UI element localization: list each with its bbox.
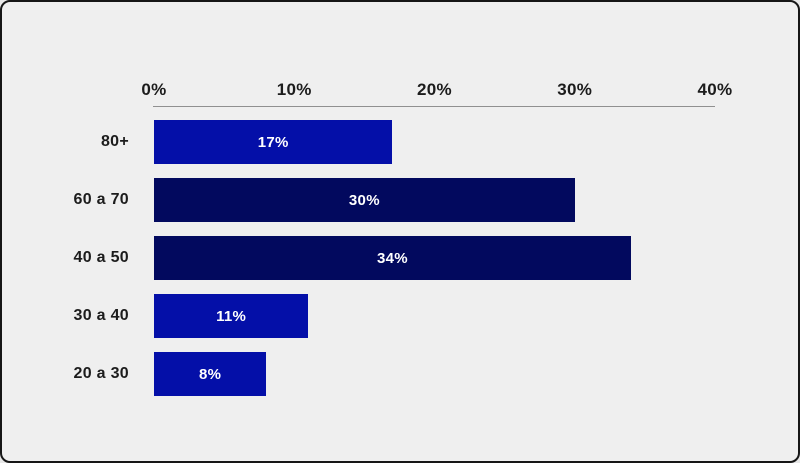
chart-row: 40 a 50 34% (2, 236, 798, 280)
chart-row: 80+ 17% (2, 120, 798, 164)
bar-rows: 80+ 17% 60 a 70 30% 40 a 50 34% 30 a 40 11% 20 a… (2, 120, 798, 410)
bar-value-label: 30% (348, 191, 380, 209)
bar-track: 34% (154, 236, 715, 280)
bar: 8% (154, 352, 267, 396)
bar-value-label: 11% (216, 307, 247, 325)
category-label: 30 a 40 (73, 307, 129, 324)
category-label: 60 a 70 (73, 191, 129, 208)
x-axis-tick-label: 30% (557, 80, 593, 99)
bar: 30% (154, 178, 575, 222)
chart-row: 20 a 30 8% (2, 352, 798, 396)
x-axis-tick-label: 20% (417, 80, 452, 99)
category-label: 80+ (100, 133, 129, 150)
bar-track: 8% (154, 352, 715, 396)
category-label: 40 a 50 (73, 249, 129, 266)
x-axis-line (153, 106, 715, 107)
x-axis-ticks: 0% 10% 20% 30% 40% (141, 80, 732, 100)
chart-row: 30 a 40 11% (2, 294, 798, 338)
x-axis: 0% 10% 20% 30% 40% (141, 2, 732, 107)
x-axis-tick-label: 10% (276, 80, 312, 99)
x-axis-tick-label: 40% (697, 80, 733, 99)
x-axis-tick-label: 0% (141, 80, 167, 99)
bar: 34% (154, 236, 631, 280)
bar: 11% (154, 294, 309, 338)
bar-value-label: 8% (198, 365, 222, 383)
bar-value-label: 17% (257, 133, 289, 151)
bar-track: 17% (154, 120, 715, 164)
chart-row: 60 a 70 30% (2, 178, 798, 222)
bar-track: 11% (154, 294, 715, 338)
bar-track: 30% (154, 178, 715, 222)
bar-value-label: 34% (376, 249, 408, 267)
category-label: 20 a 30 (73, 365, 129, 382)
bar: 17% (154, 120, 393, 164)
